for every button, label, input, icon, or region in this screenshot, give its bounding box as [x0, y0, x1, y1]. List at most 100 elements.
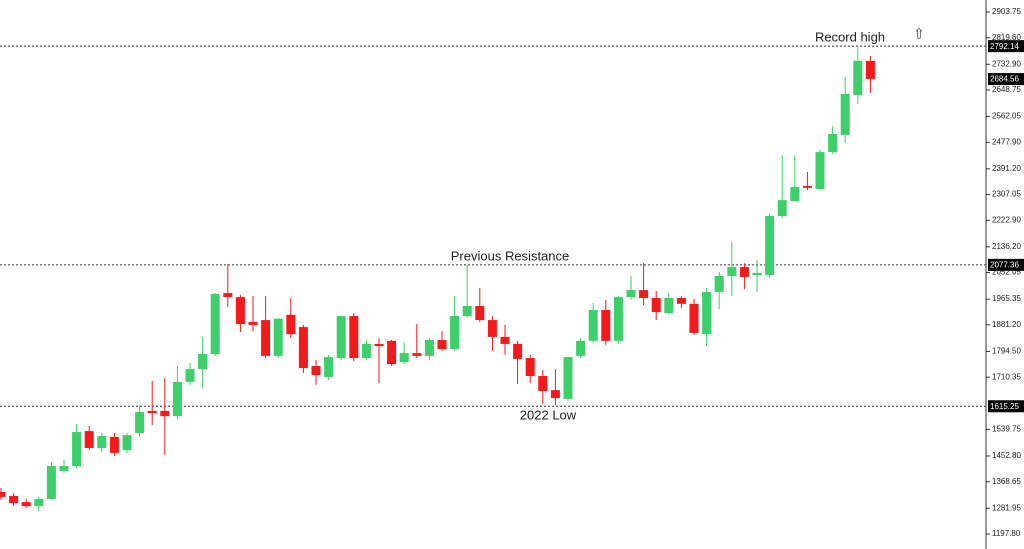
candle-body: [286, 314, 296, 335]
candle-body: [97, 436, 107, 448]
candle-body: [664, 298, 674, 314]
price-box-label: 2792.14: [990, 42, 1019, 51]
price-box-label: 2077.36: [990, 260, 1019, 269]
y-tick-label: 1710.35: [992, 372, 1021, 381]
price-box: [988, 40, 1024, 53]
candle-body: [714, 275, 724, 292]
candle-body: [172, 381, 182, 417]
price-box: [988, 400, 1024, 413]
candle-body: [34, 499, 44, 507]
candle-body: [21, 502, 31, 507]
candle-body: [802, 186, 812, 188]
y-tick-label: 2391.20: [992, 164, 1021, 173]
candle-body: [361, 343, 371, 358]
candle-body: [853, 60, 863, 96]
y-tick-label: 2648.75: [992, 85, 1021, 94]
candle-body: [550, 390, 560, 399]
candle-body: [538, 376, 548, 392]
candle-body: [588, 309, 598, 341]
candle-body: [235, 297, 245, 325]
candle-body: [626, 290, 636, 298]
y-tick-label: 2307.05: [992, 190, 1021, 199]
candle-body: [122, 435, 132, 451]
price-box: [988, 258, 1024, 271]
y-tick-label: 2052.05: [992, 268, 1021, 277]
candle-body: [59, 466, 69, 471]
arrow-icon: ⇧: [913, 26, 925, 42]
candle-body: [702, 291, 712, 335]
candle-body: [727, 267, 737, 276]
candle-body: [437, 339, 447, 350]
price-box-label: 2684.56: [990, 75, 1019, 84]
candle-body: [601, 309, 611, 341]
candle-body: [261, 320, 271, 356]
candle-body: [450, 316, 460, 350]
candle-body: [109, 436, 119, 453]
candle-body: [651, 298, 661, 313]
candle-body: [298, 327, 308, 369]
candle-body: [135, 411, 145, 433]
candle-body: [311, 365, 321, 376]
annotation: 2022 Low: [520, 408, 577, 423]
price-box: [988, 73, 1024, 86]
candle-body: [336, 316, 346, 358]
candle-body: [475, 305, 485, 321]
candle-body: [147, 410, 157, 414]
candle-body: [46, 466, 56, 500]
candle-body: [374, 343, 384, 347]
candle-body: [387, 340, 397, 365]
candle-body: [865, 60, 875, 79]
candle-body: [828, 134, 838, 153]
candle-body: [639, 290, 649, 299]
candle-body: [777, 200, 787, 217]
y-tick-label: 2136.20: [992, 242, 1021, 251]
annotation: Record high: [815, 30, 885, 45]
candle-body: [412, 353, 422, 356]
y-tick-label: 1539.75: [992, 424, 1021, 433]
candle-body: [613, 297, 623, 341]
candle-body: [210, 294, 220, 355]
candle-body: [563, 357, 573, 399]
candle-body: [487, 320, 497, 337]
candle-body: [160, 410, 170, 417]
y-tick-label: 1965.35: [992, 294, 1021, 303]
candle-body: [500, 336, 510, 344]
candle-body: [0, 492, 6, 497]
candle-body: [273, 318, 283, 356]
candle-body: [525, 357, 535, 377]
candle-body: [324, 357, 334, 377]
y-tick-label: 2903.75: [992, 7, 1021, 16]
candle-body: [815, 152, 825, 190]
y-tick-label: 2477.90: [992, 137, 1021, 146]
y-tick-label: 1197.80: [992, 529, 1021, 538]
candle-body: [676, 298, 686, 304]
y-tick-label: 2222.90: [992, 215, 1021, 224]
candle-body: [223, 293, 233, 298]
y-tick-label: 1281.95: [992, 503, 1021, 512]
y-tick-label: 1881.20: [992, 320, 1021, 329]
y-tick-label: 2819.60: [992, 33, 1021, 42]
y-tick-label: 1452.80: [992, 451, 1021, 460]
candle-body: [689, 303, 699, 333]
candle-body: [752, 272, 762, 276]
candle-body: [576, 340, 586, 356]
candle-body: [198, 354, 208, 370]
candle-body: [84, 431, 94, 448]
candle-body: [248, 321, 258, 325]
candle-body: [424, 339, 434, 356]
candle-body: [513, 343, 523, 359]
y-tick-label: 1368.65: [992, 477, 1021, 486]
candle-body: [840, 93, 850, 135]
price-box-label: 1615.25: [990, 402, 1019, 411]
annotation: Previous Resistance: [451, 248, 570, 263]
candle-body: [399, 353, 409, 362]
candle-body: [9, 495, 19, 504]
candle-body: [765, 216, 775, 276]
y-tick-label: 2562.05: [992, 112, 1021, 121]
candle-body: [739, 267, 749, 277]
y-tick-label: 2732.90: [992, 59, 1021, 68]
candle-body: [185, 369, 195, 382]
y-tick-label: 1794.50: [992, 347, 1021, 356]
candle-body: [72, 432, 82, 467]
